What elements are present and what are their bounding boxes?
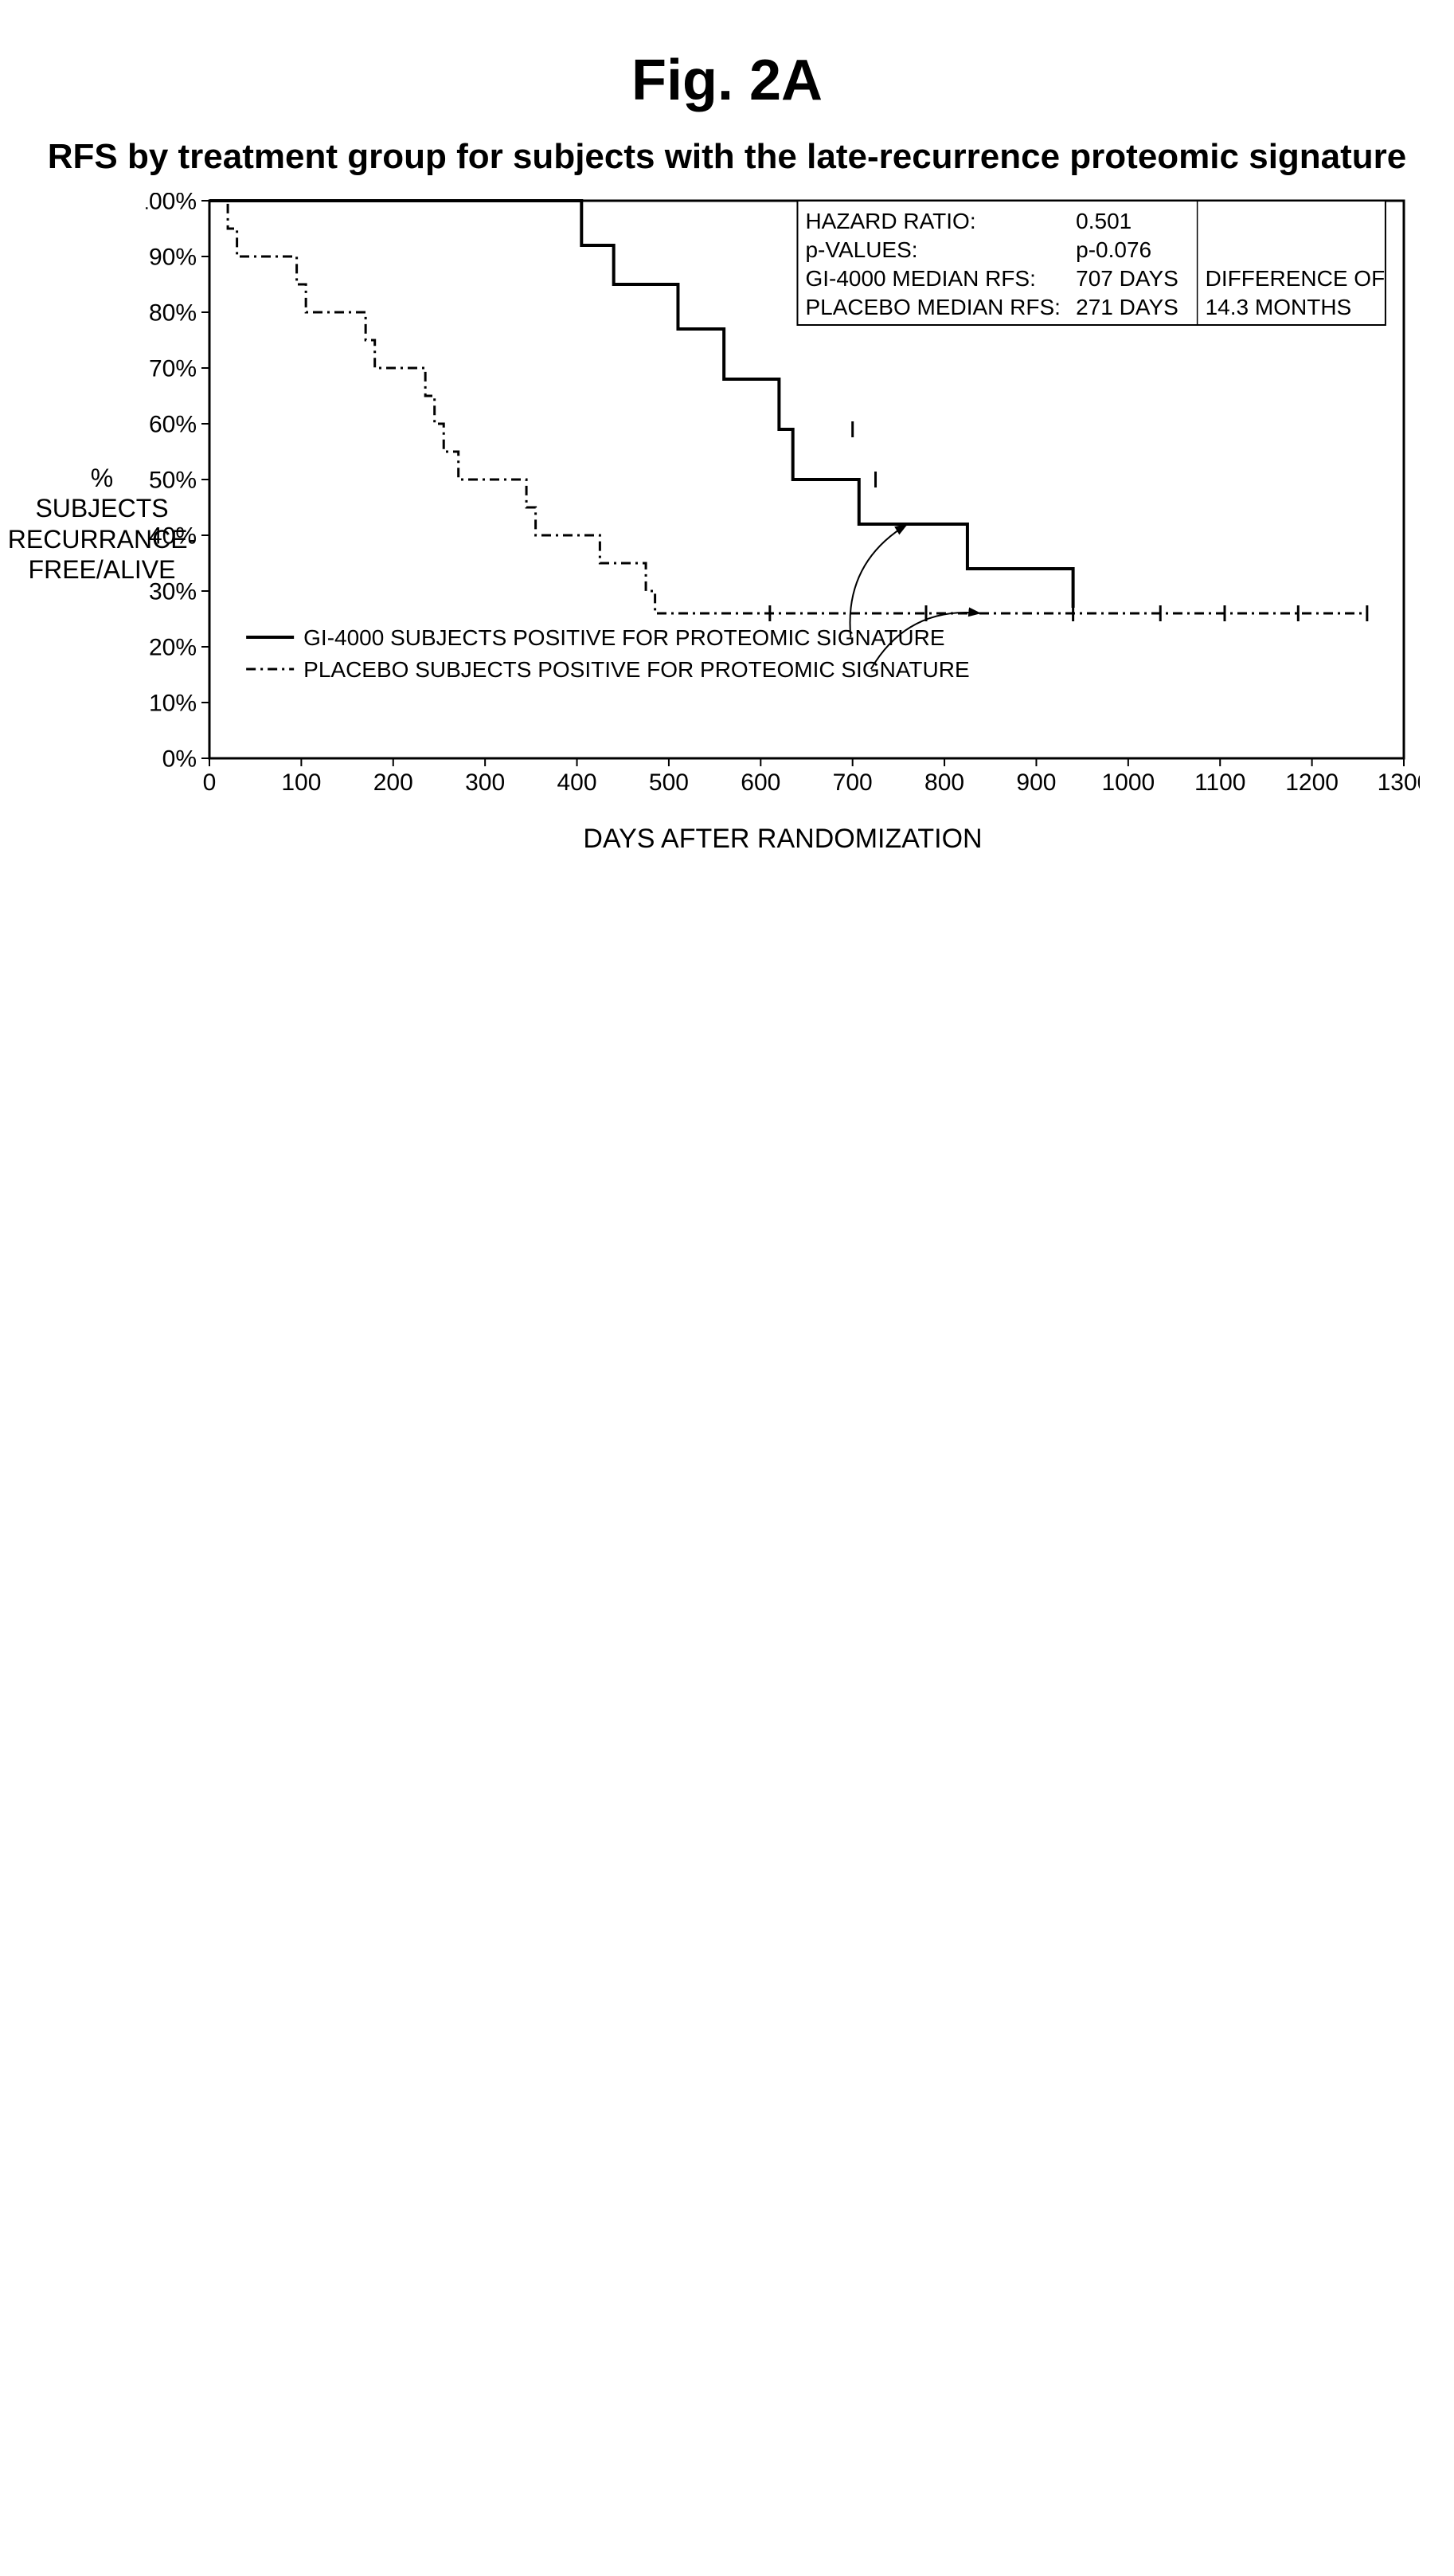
svg-text:60%: 60% <box>149 412 197 438</box>
chart-wrap: % SUBJECTS RECURRANCE- FREE/ALIVE 0 100 20… <box>58 193 1396 855</box>
svg-text:50%: 50% <box>149 468 197 494</box>
svg-text:300: 300 <box>465 769 505 796</box>
kaplan-meier-chart: 0 100 200 300 400 500 600 700 800 900 1000 1100 1200… <box>146 193 1420 814</box>
svg-text:271 DAYS: 271 DAYS <box>1076 295 1178 319</box>
figure-label: Fig. 2A <box>631 48 823 113</box>
svg-text:1100: 1100 <box>1194 769 1246 796</box>
svg-text:0.501: 0.501 <box>1076 209 1132 233</box>
svg-text:DIFFERENCE OF: DIFFERENCE OF <box>1206 266 1386 291</box>
svg-text:0: 0 <box>203 769 217 796</box>
svg-text:p-0.076: p-0.076 <box>1076 237 1151 262</box>
svg-text:500: 500 <box>649 769 689 796</box>
svg-text:10%: 10% <box>149 691 197 717</box>
svg-text:600: 600 <box>741 769 780 796</box>
svg-text:800: 800 <box>924 769 964 796</box>
svg-text:p-VALUES:: p-VALUES: <box>805 237 917 262</box>
svg-text:100: 100 <box>281 769 321 796</box>
svg-text:GI-4000 MEDIAN RFS:: GI-4000 MEDIAN RFS: <box>805 266 1035 291</box>
legend-placebo: PLACEBO SUBJECTS POSITIVE FOR PROTEOMIC … <box>303 657 970 682</box>
svg-text:0%: 0% <box>162 746 197 773</box>
svg-text:100%: 100% <box>146 193 197 215</box>
svg-text:1200: 1200 <box>1285 769 1339 796</box>
svg-text:HAZARD RATIO:: HAZARD RATIO: <box>805 209 975 233</box>
svg-text:14.3 MONTHS: 14.3 MONTHS <box>1206 295 1352 319</box>
svg-text:80%: 80% <box>149 300 197 327</box>
svg-text:1300: 1300 <box>1378 769 1420 796</box>
svg-text:200: 200 <box>373 769 413 796</box>
chart-title: RFS by treatment group for subjects with… <box>48 137 1407 177</box>
legend-gi4000: GI-4000 SUBJECTS POSITIVE FOR PROTEOMIC … <box>303 625 944 650</box>
x-axis-label: DAYS AFTER RANDOMIZATION <box>146 824 1420 855</box>
svg-text:90%: 90% <box>149 245 197 271</box>
y-axis-label: % SUBJECTS RECURRANCE- FREE/ALIVE <box>58 193 146 855</box>
svg-text:1000: 1000 <box>1101 769 1155 796</box>
svg-text:PLACEBO MEDIAN RFS:: PLACEBO MEDIAN RFS: <box>805 295 1061 319</box>
svg-text:40%: 40% <box>149 523 197 550</box>
svg-text:400: 400 <box>557 769 597 796</box>
svg-text:70%: 70% <box>149 356 197 382</box>
svg-text:20%: 20% <box>149 635 197 661</box>
svg-text:30%: 30% <box>149 579 197 605</box>
svg-text:700: 700 <box>833 769 873 796</box>
svg-text:707 DAYS: 707 DAYS <box>1076 266 1178 291</box>
svg-text:900: 900 <box>1016 769 1056 796</box>
